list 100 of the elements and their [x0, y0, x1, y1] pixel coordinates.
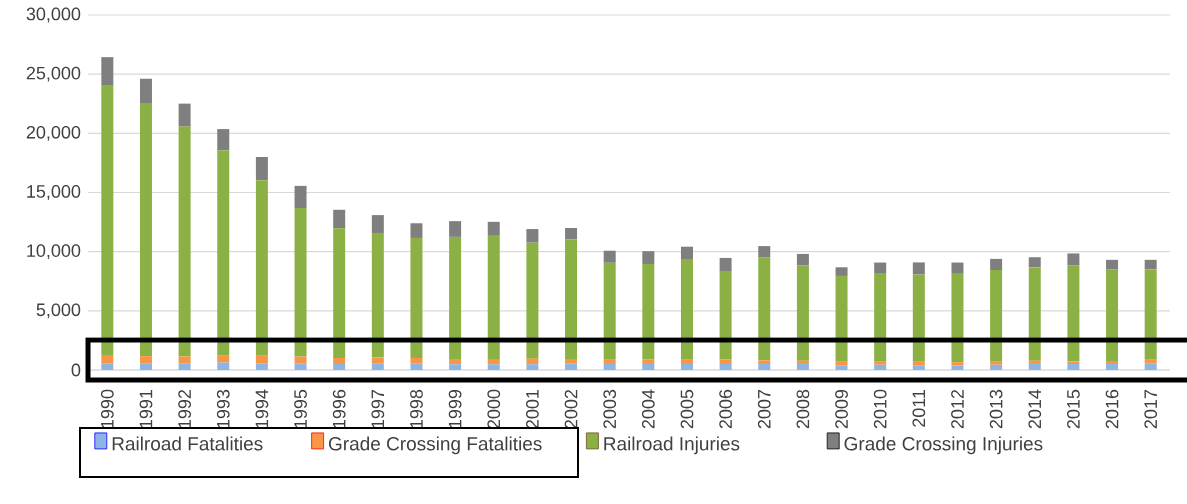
bar — [333, 357, 346, 364]
x-tick-label: 1996 — [332, 389, 346, 428]
bar — [642, 363, 655, 370]
bar — [217, 129, 230, 151]
bar — [874, 361, 887, 365]
bar — [255, 363, 268, 370]
bar — [835, 365, 848, 370]
bar — [449, 236, 462, 359]
x-tick-label: 2015 — [1067, 389, 1080, 429]
bar — [990, 361, 1003, 365]
legend-label: Grade Crossing Fatalities — [328, 436, 542, 455]
y-tick-label: 5,000 — [36, 303, 81, 319]
bar — [1144, 259, 1157, 270]
bar — [990, 364, 1003, 370]
x-tick-label: 1992 — [178, 389, 191, 428]
bar — [255, 157, 268, 181]
x-tick-label: 2012 — [951, 389, 964, 429]
bar — [912, 365, 925, 370]
x-tick-label: 2000 — [487, 389, 501, 429]
bar — [294, 208, 307, 357]
bar — [680, 363, 693, 370]
x-tick-label: 1998 — [410, 389, 423, 428]
bar — [680, 246, 693, 260]
bar — [603, 250, 616, 263]
bar — [874, 364, 887, 370]
bar — [912, 262, 925, 275]
bar — [951, 362, 964, 366]
bar — [1067, 361, 1080, 364]
bar — [217, 150, 230, 356]
x-tick-label: 2001 — [526, 389, 539, 429]
x-tick-label: 2008 — [796, 389, 810, 429]
bar — [449, 359, 462, 365]
bar — [642, 359, 655, 364]
bar — [758, 257, 771, 361]
bar — [951, 262, 964, 274]
bar — [333, 209, 346, 229]
bar — [101, 363, 114, 370]
bar — [410, 357, 423, 364]
bar — [371, 363, 384, 370]
bar — [951, 273, 964, 363]
x-tick-label: 1993 — [216, 389, 230, 428]
bar — [294, 185, 307, 208]
bar — [603, 262, 616, 360]
bar — [719, 359, 732, 364]
bar — [1144, 269, 1157, 360]
bar — [487, 221, 500, 236]
bar — [255, 180, 268, 356]
bar — [1028, 257, 1041, 268]
bar — [719, 363, 732, 370]
x-tick-label: 2002 — [564, 389, 578, 429]
bar — [487, 364, 500, 370]
bar — [796, 253, 809, 266]
x-tick-label: 2006 — [719, 389, 732, 429]
bar — [526, 364, 539, 370]
x-tick-label: 2007 — [757, 389, 771, 429]
y-tick-label: 20,000 — [26, 125, 81, 141]
x-tick-label: 1997 — [371, 389, 385, 428]
bar — [101, 57, 114, 86]
bar — [874, 273, 887, 362]
bar — [410, 237, 423, 358]
bar — [758, 360, 771, 364]
bar — [565, 363, 578, 370]
bar — [449, 364, 462, 370]
bar — [874, 262, 887, 274]
bar — [255, 355, 268, 364]
bar — [796, 265, 809, 361]
bar — [912, 274, 925, 362]
bar — [371, 215, 384, 233]
bar — [719, 271, 732, 360]
bar — [796, 363, 809, 370]
bar — [603, 363, 616, 370]
bar — [139, 103, 152, 357]
bar — [449, 221, 462, 237]
bar — [758, 363, 771, 370]
x-tick-label: 1995 — [294, 389, 307, 428]
bar — [796, 360, 809, 364]
bar — [217, 355, 230, 363]
bar — [719, 257, 732, 272]
bar — [333, 363, 346, 370]
bar — [178, 363, 191, 370]
y-tick-label: 10,000 — [27, 244, 81, 260]
bar — [526, 242, 539, 359]
bar — [371, 232, 384, 358]
x-tick-label: 2010 — [873, 389, 887, 429]
legend-label: Railroad Injuries — [604, 436, 740, 455]
bar — [565, 228, 578, 240]
bar — [1106, 259, 1119, 270]
x-tick-label: 2017 — [1144, 389, 1158, 429]
bar — [990, 258, 1003, 271]
bar — [1028, 360, 1041, 364]
x-tick-label: 1994 — [255, 389, 269, 428]
bar — [487, 235, 500, 359]
bar — [680, 359, 693, 364]
bar — [410, 363, 423, 370]
x-tick-label: 1991 — [139, 389, 153, 428]
bar — [371, 357, 384, 364]
bar — [565, 239, 578, 359]
bar — [1106, 361, 1119, 364]
bar — [1067, 253, 1080, 266]
bar — [1106, 269, 1119, 361]
